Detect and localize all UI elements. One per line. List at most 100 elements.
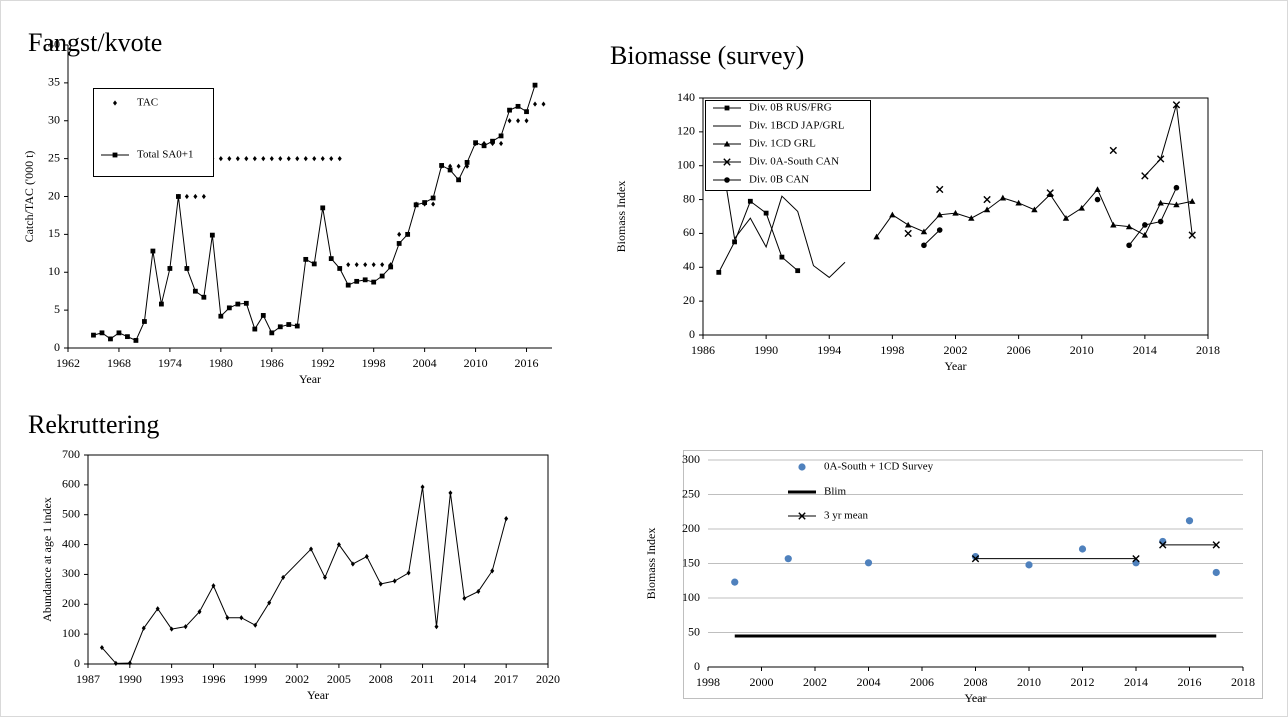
data-point — [142, 319, 147, 324]
x-tick-label: 2010 — [1017, 675, 1041, 689]
data-point — [167, 266, 173, 271]
data-point — [371, 262, 376, 268]
data-point — [150, 248, 156, 254]
chart-title: Rekruttering — [28, 410, 159, 439]
data-point — [396, 241, 402, 246]
data-point — [456, 163, 461, 169]
y-tick-label: 35 — [48, 75, 60, 89]
data-point — [462, 595, 467, 601]
data-point — [1141, 231, 1149, 238]
y-tick-label: 250 — [682, 486, 700, 500]
data-point — [1141, 172, 1149, 180]
data-line — [718, 200, 799, 273]
y-tick-label: 25 — [48, 150, 60, 164]
data-point — [159, 301, 164, 307]
data-point — [1094, 196, 1101, 203]
legend-marker — [724, 105, 730, 111]
data-point — [277, 324, 283, 330]
data-point — [337, 266, 343, 271]
data-point — [420, 484, 425, 490]
data-point — [235, 301, 241, 307]
data-point — [795, 268, 801, 274]
y-tick-label: 0 — [54, 340, 60, 354]
legend-marker — [723, 140, 731, 147]
data-point — [431, 201, 436, 207]
x-tick-label: 2005 — [327, 672, 351, 686]
data-point — [1078, 204, 1085, 211]
data-point — [936, 211, 943, 218]
data-point — [379, 273, 385, 279]
data-point — [504, 515, 509, 522]
data-point — [260, 313, 266, 318]
x-tick-label: 1998 — [362, 356, 386, 370]
x-tick-label: 1990 — [118, 672, 142, 686]
legend-label: Div. 0B RUS/FRG — [749, 102, 832, 114]
x-tick-label: 1998 — [696, 675, 720, 689]
data-point — [336, 541, 341, 548]
y-tick-label: 20 — [683, 293, 695, 307]
data-point — [91, 332, 96, 338]
y-tick-label: 0 — [694, 659, 700, 673]
data-point — [1046, 191, 1054, 198]
data-point — [184, 193, 189, 200]
x-axis-label: Year — [964, 691, 986, 705]
y-tick-label: 5 — [54, 302, 60, 316]
data-point — [294, 323, 300, 329]
data-point — [968, 214, 975, 221]
x-tick-label: 2008 — [369, 672, 393, 686]
data-point — [716, 269, 722, 275]
data-point — [201, 193, 206, 200]
data-point — [235, 156, 240, 162]
data-point — [141, 625, 146, 631]
data-point — [269, 156, 274, 162]
data-point — [380, 262, 385, 268]
data-point — [261, 156, 266, 162]
data-point — [490, 568, 495, 574]
y-tick-label: 0 — [74, 656, 80, 670]
data-point — [169, 626, 174, 632]
x-tick-label: 1980 — [209, 356, 233, 370]
y-tick-label: 300 — [682, 452, 700, 466]
data-point — [1110, 221, 1117, 228]
data-point — [1062, 214, 1070, 221]
chart-title: Fangst/kvote — [28, 28, 162, 57]
data-point — [1046, 189, 1054, 197]
data-point — [1212, 541, 1220, 549]
data-point — [184, 266, 190, 271]
data-line — [923, 187, 1177, 246]
data-point — [286, 156, 291, 162]
data-point — [434, 624, 439, 630]
data-point — [1173, 201, 1180, 208]
y-tick-label: 120 — [677, 124, 695, 138]
y-tick-label: 300 — [62, 566, 80, 580]
data-point — [952, 209, 959, 216]
data-point — [116, 330, 122, 336]
x-tick-label: 2011 — [411, 672, 435, 686]
x-tick-label: 2018 — [1196, 343, 1220, 357]
data-point — [388, 264, 394, 270]
data-point — [524, 118, 529, 124]
data-line — [1144, 104, 1193, 236]
data-point — [193, 193, 198, 200]
data-point — [515, 103, 521, 109]
data-point — [422, 200, 428, 205]
data-point — [936, 185, 944, 194]
data-point — [99, 644, 104, 651]
data-point — [218, 156, 223, 162]
data-point — [252, 326, 258, 332]
y-tick-label: 150 — [682, 555, 700, 569]
data-point — [183, 624, 188, 630]
legend-label: Blim — [824, 486, 846, 498]
data-point — [239, 615, 244, 621]
legend-marker — [724, 177, 730, 183]
legend-label: 0A-South + 1CD Survey — [824, 461, 934, 473]
data-point — [108, 336, 113, 342]
data-point — [524, 109, 529, 115]
data-point — [364, 553, 369, 560]
data-point — [1159, 541, 1167, 549]
data-point — [278, 156, 283, 162]
x-tick-label: 2014 — [1124, 675, 1148, 689]
x-tick-label: 1994 — [817, 343, 841, 357]
data-point — [999, 194, 1007, 201]
